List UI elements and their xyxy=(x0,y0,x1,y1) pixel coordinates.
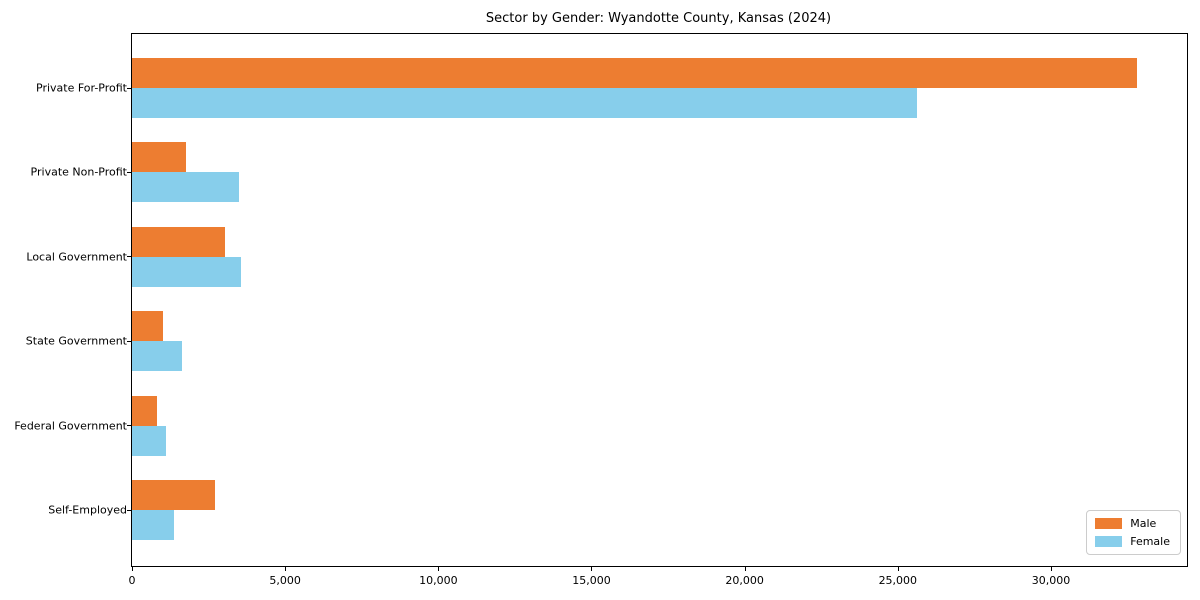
y-tick-mark xyxy=(127,425,131,427)
y-tick-label: Self-Employed xyxy=(48,503,127,517)
y-tick-label: Private Non-Profit xyxy=(30,165,127,179)
female-legend-swatch xyxy=(1095,536,1123,547)
x-tick-mark xyxy=(285,567,287,571)
bar-male-4 xyxy=(132,395,157,426)
x-tick-label: 25,000 xyxy=(878,574,918,587)
legend-item-female: Female xyxy=(1095,535,1170,548)
y-tick-label: Private For-Profit xyxy=(36,81,127,95)
x-tick-mark xyxy=(897,567,899,571)
y-tick-label: Federal Government xyxy=(14,419,127,433)
x-tick-label: 10,000 xyxy=(419,574,458,587)
male-legend-label: Male xyxy=(1130,517,1157,530)
x-tick-label: 30,000 xyxy=(1031,574,1071,587)
bar-male-0 xyxy=(132,58,1137,88)
y-tick-mark xyxy=(127,256,131,258)
legend-item-male: Male xyxy=(1095,517,1170,530)
x-tick-mark xyxy=(438,567,440,571)
x-tick-mark xyxy=(744,567,746,571)
male-legend-swatch xyxy=(1095,518,1123,529)
x-tick-label: 0 xyxy=(128,574,136,587)
legend: Male Female xyxy=(1086,510,1181,555)
bar-male-1 xyxy=(132,142,186,173)
bar-female-0 xyxy=(132,88,917,118)
x-tick-mark xyxy=(132,567,133,571)
chart-title: Sector by Gender: Wyandotte County, Kans… xyxy=(485,11,832,26)
bar-female-1 xyxy=(132,172,239,203)
bar-female-4 xyxy=(132,425,166,456)
x-tick-label: 5,000 xyxy=(269,574,301,587)
y-tick-label: Local Government xyxy=(26,250,127,264)
x-tick-mark xyxy=(1050,567,1052,571)
x-tick-label: 15,000 xyxy=(572,574,611,587)
bar-male-5 xyxy=(132,480,215,510)
x-tick-label: 20,000 xyxy=(725,574,764,587)
y-tick-mark xyxy=(127,87,131,89)
y-tick-mark xyxy=(127,340,131,342)
bar-male-3 xyxy=(132,311,163,342)
female-legend-label: Female xyxy=(1130,535,1170,548)
bar-female-2 xyxy=(132,256,241,287)
y-tick-label: State Government xyxy=(25,334,127,348)
x-tick-mark xyxy=(591,567,593,571)
bar-male-2 xyxy=(132,226,225,257)
plot-area: Private For-Profit Private Non-Profit Loca… xyxy=(14,33,1188,587)
y-tick-mark xyxy=(127,171,131,173)
bar-female-5 xyxy=(132,510,174,540)
y-tick-mark xyxy=(127,509,131,511)
bar-female-3 xyxy=(132,341,182,372)
